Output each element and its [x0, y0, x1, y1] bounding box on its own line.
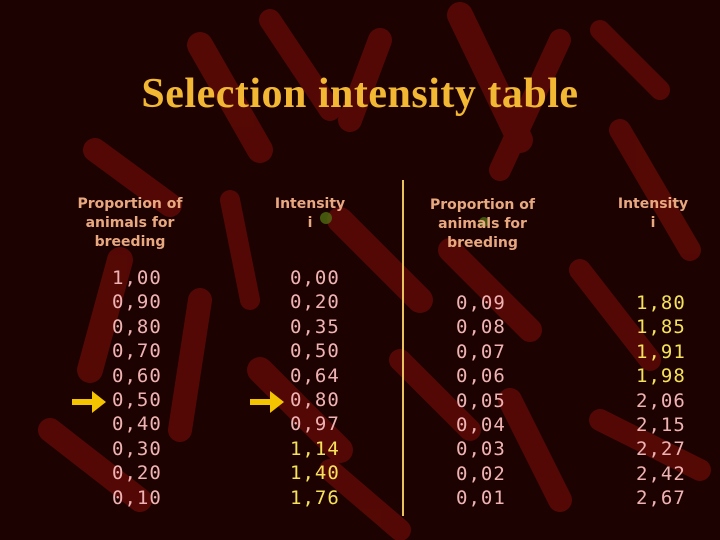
value-cell: 1,40: [290, 462, 340, 485]
value-cell: 0,40: [112, 413, 162, 436]
value-cell: 0,02: [456, 462, 506, 485]
header-line: i: [307, 215, 313, 231]
value-cell: 0,64: [290, 364, 340, 387]
column-left-intensity: 0,00 0,20 0,35 0,50 0,64 0,80 0,97 1,14 …: [290, 266, 340, 510]
header-line: breeding: [447, 235, 518, 251]
value-cell: 0,20: [290, 291, 340, 314]
header-right-intensity: Intensity i: [608, 195, 698, 233]
value-cell: 0,70: [112, 340, 162, 363]
column-divider: [402, 180, 404, 516]
value-cell: 0,07: [456, 340, 506, 363]
value-cell: 2,06: [636, 389, 686, 412]
value-cell: 1,14: [290, 437, 340, 460]
column-right-proportion: 0,09 0,08 0,07 0,06 0,05 0,04 0,03 0,02 …: [456, 291, 506, 511]
header-line: Proportion of: [77, 196, 183, 212]
value-cell: 0,03: [456, 438, 506, 461]
header-line: animals for: [85, 215, 175, 231]
value-cell: 0,10: [112, 486, 162, 509]
value-cell: 0,97: [290, 413, 340, 436]
arrow-right-icon: [72, 391, 106, 413]
header-right-proportion: Proportion of animals for breeding: [410, 196, 555, 253]
value-cell: 0,20: [112, 462, 162, 485]
value-cell: 0,06: [456, 365, 506, 388]
slide-title: Selection intensity table: [141, 71, 579, 117]
value-cell: 0,05: [456, 389, 506, 412]
column-right-intensity: 1,80 1,85 1,91 1,98 2,06 2,15 2,27 2,42 …: [636, 291, 686, 511]
value-cell: 2,67: [636, 487, 686, 510]
value-cell: 1,76: [290, 486, 340, 509]
header-line: animals for: [438, 216, 527, 232]
value-cell: 0,50: [112, 388, 162, 411]
value-cell: 0,01: [456, 487, 506, 510]
value-cell: 1,98: [636, 365, 686, 388]
value-cell: 0,60: [112, 364, 162, 387]
header-left-proportion: Proportion of animals for breeding: [60, 195, 200, 252]
value-cell: 1,80: [636, 292, 686, 314]
value-cell: 0,80: [112, 315, 162, 338]
value-cell: 0,90: [112, 291, 162, 314]
value-cell: 1,85: [636, 316, 686, 339]
value-cell: 0,00: [290, 267, 340, 289]
value-cell: 0,04: [456, 413, 506, 436]
value-cell: 0,30: [112, 437, 162, 460]
value-cell: 0,50: [290, 340, 340, 363]
value-cell: 2,15: [636, 413, 686, 436]
value-cell: 0,80: [290, 388, 340, 411]
header-left-intensity: Intensity i: [265, 195, 355, 233]
header-line: i: [650, 215, 656, 231]
column-left-proportion: 1,00 0,90 0,80 0,70 0,60 0,50 0,40 0,30 …: [112, 266, 162, 510]
value-cell: 0,09: [456, 292, 506, 314]
value-cell: 1,00: [112, 267, 162, 289]
value-cell: 2,42: [636, 462, 686, 485]
value-cell: 2,27: [636, 438, 686, 461]
header-line: breeding: [94, 234, 166, 250]
header-line: Intensity: [617, 196, 689, 212]
arrow-right-icon: [250, 391, 284, 413]
value-cell: 1,91: [636, 340, 686, 363]
value-cell: 0,35: [290, 315, 340, 338]
header-line: Intensity: [274, 196, 346, 212]
value-cell: 0,08: [456, 316, 506, 339]
header-line: Proportion of: [430, 197, 535, 213]
